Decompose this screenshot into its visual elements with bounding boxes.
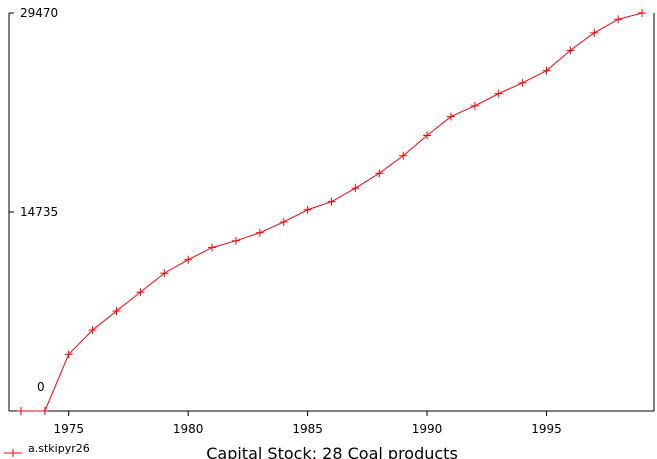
x-axis-ticks: 1975 1980 1985 1990 1995 bbox=[53, 411, 562, 436]
data-point bbox=[470, 101, 479, 110]
data-point bbox=[160, 269, 169, 278]
data-point bbox=[184, 255, 193, 264]
data-point bbox=[40, 407, 49, 415]
data-point bbox=[88, 325, 97, 334]
data-point bbox=[351, 184, 360, 193]
data-point bbox=[446, 112, 455, 121]
data-point bbox=[518, 78, 527, 87]
chart-title: Capital Stock: 28 Coal products bbox=[206, 444, 458, 459]
data-point bbox=[208, 243, 217, 252]
x-tick-label: 1995 bbox=[531, 422, 562, 436]
legend-label: a.stkipyr26 bbox=[28, 442, 90, 455]
y-tick-label: 0 bbox=[37, 380, 45, 394]
x-tick-label: 1975 bbox=[53, 422, 84, 436]
y-tick-label: 14735 bbox=[20, 205, 58, 219]
data-point bbox=[590, 28, 599, 37]
series-layer bbox=[16, 9, 647, 415]
data-point bbox=[255, 228, 264, 237]
data-point bbox=[136, 288, 145, 297]
data-point bbox=[542, 66, 551, 75]
data-point bbox=[279, 217, 288, 226]
x-tick-label: 1980 bbox=[173, 422, 204, 436]
data-point bbox=[112, 307, 121, 316]
data-point bbox=[638, 9, 647, 17]
data-point bbox=[303, 205, 312, 214]
x-tick-label: 1990 bbox=[412, 422, 443, 436]
data-point bbox=[231, 236, 240, 245]
y-tick-label: 29470 bbox=[20, 6, 58, 20]
data-point bbox=[494, 89, 503, 98]
data-point bbox=[327, 197, 336, 206]
legend: a.stkipyr26 bbox=[4, 442, 90, 457]
data-point bbox=[614, 15, 623, 24]
legend-marker bbox=[9, 449, 17, 457]
data-point bbox=[16, 407, 25, 415]
data-point bbox=[566, 46, 575, 55]
data-point bbox=[423, 131, 432, 140]
data-point bbox=[64, 350, 73, 359]
x-tick-label: 1985 bbox=[292, 422, 323, 436]
data-point bbox=[375, 169, 384, 178]
y-axis-ticks: 0 14735 29470 bbox=[9, 6, 58, 412]
data-point bbox=[399, 151, 408, 160]
